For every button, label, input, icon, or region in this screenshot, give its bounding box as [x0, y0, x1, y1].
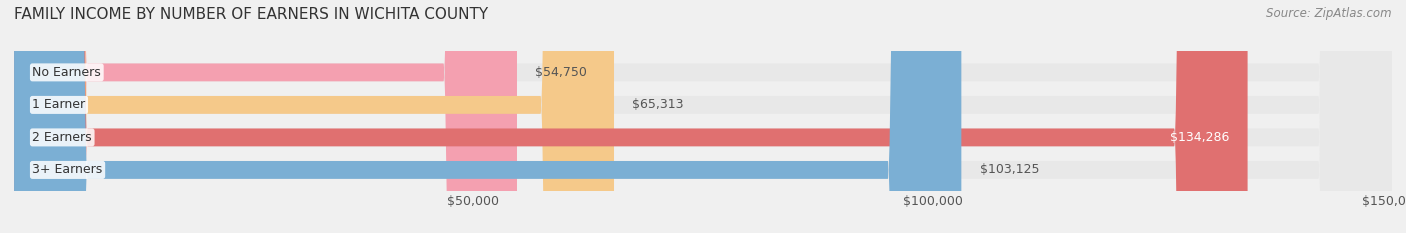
FancyBboxPatch shape [14, 0, 517, 233]
FancyBboxPatch shape [14, 0, 1247, 233]
FancyBboxPatch shape [14, 0, 1392, 233]
Text: $103,125: $103,125 [980, 163, 1039, 176]
FancyBboxPatch shape [14, 0, 614, 233]
FancyBboxPatch shape [14, 0, 962, 233]
Text: No Earners: No Earners [32, 66, 101, 79]
Text: 2 Earners: 2 Earners [32, 131, 91, 144]
FancyBboxPatch shape [14, 0, 1392, 233]
Text: $134,286: $134,286 [1170, 131, 1229, 144]
FancyBboxPatch shape [14, 0, 1392, 233]
Text: Source: ZipAtlas.com: Source: ZipAtlas.com [1267, 7, 1392, 20]
Text: $54,750: $54,750 [536, 66, 588, 79]
Text: 1 Earner: 1 Earner [32, 98, 86, 111]
FancyBboxPatch shape [14, 0, 1392, 233]
Text: FAMILY INCOME BY NUMBER OF EARNERS IN WICHITA COUNTY: FAMILY INCOME BY NUMBER OF EARNERS IN WI… [14, 7, 488, 22]
Text: $65,313: $65,313 [633, 98, 683, 111]
Text: 3+ Earners: 3+ Earners [32, 163, 103, 176]
